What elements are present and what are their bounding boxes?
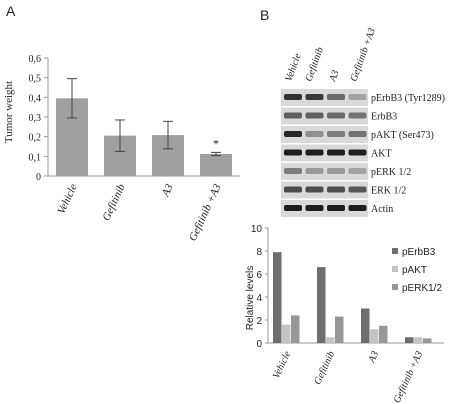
blot-band	[348, 112, 367, 119]
blot-band	[348, 205, 367, 211]
blot-strip	[281, 89, 368, 106]
lane-label: Gefitinib +A3	[348, 27, 377, 83]
x-tick-label: Gefitinib	[100, 182, 128, 223]
blot-band	[348, 149, 367, 156]
blot-band	[284, 186, 302, 193]
bar	[370, 329, 379, 343]
blot-row-label: Actin	[371, 204, 393, 215]
bar	[317, 267, 326, 343]
blot-band	[348, 168, 367, 174]
bar	[335, 316, 344, 343]
blot-strip	[281, 163, 368, 180]
x-tick-label: Vehicle	[271, 349, 293, 380]
error-bar	[163, 120, 173, 150]
panel-label-b: B	[260, 7, 269, 23]
bar	[282, 324, 291, 343]
bar	[379, 325, 388, 343]
western-blot: Vehicle Gefitinib A3 Gefitinib +A3 pErbB3 (T…	[281, 27, 445, 217]
x-tick-label: A3	[159, 182, 176, 200]
y-tick-label: 0,2	[29, 133, 42, 144]
lane-label: A3	[327, 69, 341, 84]
blot-band	[348, 94, 367, 100]
lane-label: Gefitinib	[303, 46, 325, 83]
x-tick-label: Vehicle	[55, 182, 79, 216]
bar	[361, 308, 370, 343]
blot-band	[284, 94, 302, 100]
blot-band	[327, 149, 345, 156]
y-tick-label: 2	[256, 316, 262, 327]
blot-row-label: pAKT (Ser473)	[371, 130, 434, 141]
bar	[414, 337, 423, 343]
significance-star: *	[213, 136, 219, 150]
y-tick-label: 8	[256, 247, 262, 258]
blot-row-label: AKT	[371, 149, 392, 160]
blot-band	[284, 149, 302, 156]
bar	[200, 153, 232, 176]
blot-band	[305, 131, 324, 137]
error-bar	[115, 119, 125, 152]
y-tick-label: 4	[256, 293, 262, 304]
blot-band	[327, 112, 345, 119]
bar	[326, 337, 335, 343]
blot-band	[305, 205, 324, 211]
blot-band	[284, 131, 302, 137]
blot-band	[305, 94, 324, 100]
relative-levels-chart: Relative levels 0 2 4 6 8 10 Vehicle Gefitinib A…	[245, 224, 444, 404]
lane-label: Vehicle	[283, 52, 303, 83]
blot-row-label: ERK 1/2	[371, 186, 406, 197]
blot-band	[348, 131, 367, 137]
blot-band	[305, 168, 324, 174]
y-tick-label: 0,1	[29, 152, 42, 163]
y-tick-label: 10	[251, 224, 263, 235]
legend-label: pAKT	[402, 265, 427, 276]
blot-row-label: pERK 1/2	[371, 167, 411, 178]
blot-band	[284, 205, 302, 211]
y-tick-label: 0,5	[29, 74, 42, 85]
y-tick-label: 0,6	[29, 54, 42, 65]
y-axis-label: Relative levels	[245, 266, 256, 330]
legend-swatch	[392, 248, 398, 254]
blot-strip	[281, 181, 368, 199]
blot-strip	[281, 107, 368, 125]
x-tick-label: Gefitinib +A3	[392, 350, 426, 404]
legend-swatch	[392, 284, 398, 290]
blot-band	[284, 112, 302, 119]
blot-band	[348, 186, 367, 193]
x-tick-label: Gefitinib +A3	[187, 182, 224, 243]
bar	[273, 252, 282, 343]
blot-band	[284, 168, 302, 174]
error-bar	[211, 151, 221, 157]
y-tick-label: 0,4	[29, 93, 42, 104]
bar	[405, 337, 414, 343]
blot-strip	[281, 126, 368, 143]
y-tick-label: 0,3	[29, 113, 42, 124]
legend-label: pErbB3	[402, 247, 436, 258]
blot-band	[305, 149, 324, 156]
y-tick-label: 0	[256, 339, 262, 350]
blot-band	[327, 168, 345, 174]
blot-strip	[281, 200, 368, 217]
blot-band	[305, 186, 324, 193]
y-tick-label: 0	[36, 172, 41, 183]
x-tick-label: Gefitinib	[312, 350, 337, 387]
error-bar	[67, 78, 77, 119]
tumor-weight-chart: Tumor weight 0 0,1 0,2 0,3 0,4 0,5 0,6 Vehicle G…	[3, 54, 240, 243]
legend-swatch	[392, 266, 398, 272]
blot-band	[305, 112, 324, 119]
blot-strip	[281, 144, 368, 162]
blot-row-label: ErbB3	[371, 112, 397, 123]
panel-label-a: A	[6, 3, 16, 19]
x-tick-label: A3	[366, 350, 381, 366]
bar	[291, 315, 300, 343]
y-axis-label: Tumor weight	[3, 81, 15, 143]
blot-band	[327, 94, 345, 100]
blot-row-label: pErbB3 (Tyr1289)	[371, 93, 445, 104]
y-tick-label: 6	[256, 270, 262, 281]
blot-band	[327, 186, 345, 193]
blot-band	[327, 205, 345, 211]
bar	[423, 338, 432, 343]
legend-label: pERK1/2	[402, 283, 442, 294]
blot-band	[327, 131, 345, 137]
